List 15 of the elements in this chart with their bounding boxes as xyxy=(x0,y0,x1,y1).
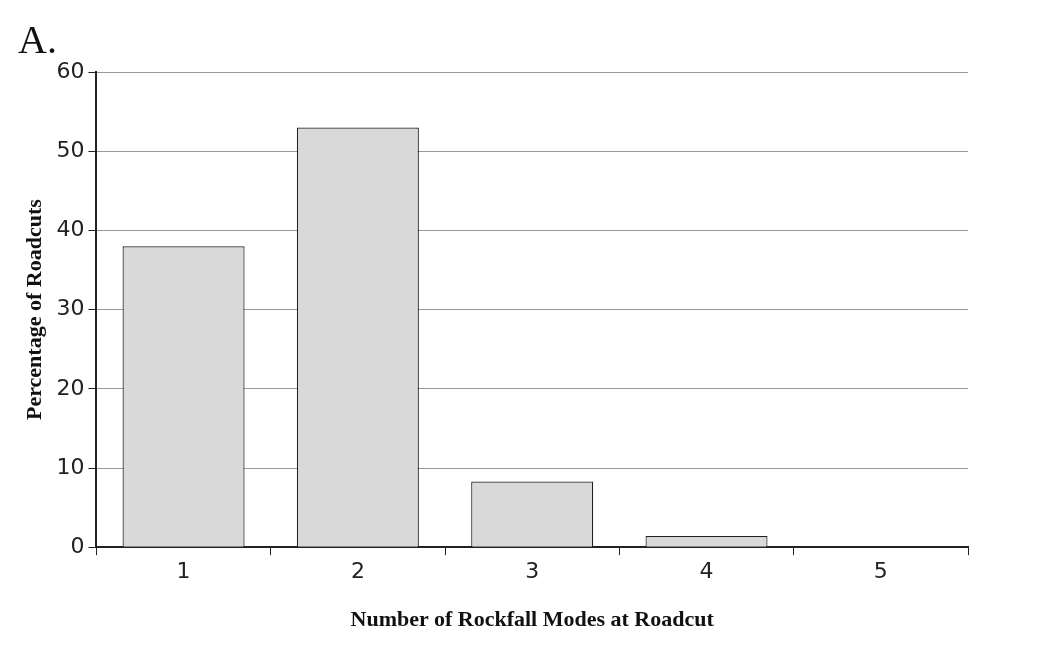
chart-title: A. xyxy=(18,16,57,62)
y-tick-label: 10 xyxy=(56,453,85,479)
y-tick-label: 60 xyxy=(56,57,85,83)
x-axis-title: Number of Rockfall Modes at Roadcut xyxy=(350,606,715,632)
y-tick-label: 40 xyxy=(56,216,85,242)
x-tick-label: 5 xyxy=(873,558,888,584)
y-tick-label: 0 xyxy=(70,532,85,558)
y-tick-label: 50 xyxy=(56,136,85,162)
y-tick-label: 20 xyxy=(56,374,85,400)
y-tick-label: 30 xyxy=(56,295,85,321)
x-tick-label: 1 xyxy=(176,558,191,584)
x-tick-label: 3 xyxy=(525,558,540,584)
y-axis-title: Percentage of Roadcuts xyxy=(20,198,46,420)
x-tick-label: 2 xyxy=(350,558,365,584)
x-tick-label: 4 xyxy=(699,558,714,584)
